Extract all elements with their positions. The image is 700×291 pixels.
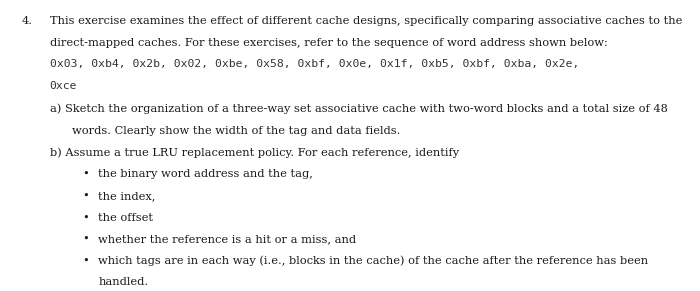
Text: the index,: the index, xyxy=(98,191,155,201)
Text: •: • xyxy=(83,234,90,244)
Text: a) Sketch the organization of a three-way set associative cache with two-word bl: a) Sketch the organization of a three-wa… xyxy=(50,104,667,114)
Text: •: • xyxy=(83,256,90,266)
Text: whether the reference is a hit or a miss, and: whether the reference is a hit or a miss… xyxy=(98,234,356,244)
Text: b) Assume a true LRU replacement policy. For each reference, identify: b) Assume a true LRU replacement policy.… xyxy=(50,148,459,158)
Text: 0xce: 0xce xyxy=(50,81,77,91)
Text: the binary word address and the tag,: the binary word address and the tag, xyxy=(98,169,313,179)
Text: This exercise examines the effect of different cache designs, specifically compa: This exercise examines the effect of dif… xyxy=(50,16,682,26)
Text: words. Clearly show the width of the tag and data fields.: words. Clearly show the width of the tag… xyxy=(72,125,400,136)
Text: •: • xyxy=(83,212,90,223)
Text: 0x03, 0xb4, 0x2b, 0x02, 0xbe, 0x58, 0xbf, 0x0e, 0x1f, 0xb5, 0xbf, 0xba, 0x2e,: 0x03, 0xb4, 0x2b, 0x02, 0xbe, 0x58, 0xbf… xyxy=(50,59,579,69)
Text: direct-mapped caches. For these exercises, refer to the sequence of word address: direct-mapped caches. For these exercise… xyxy=(50,38,608,48)
Text: •: • xyxy=(83,169,90,179)
Text: handled.: handled. xyxy=(98,277,148,287)
Text: •: • xyxy=(83,191,90,201)
Text: the offset: the offset xyxy=(98,212,153,223)
Text: 4.: 4. xyxy=(22,16,33,26)
Text: which tags are in each way (i.e., blocks in the cache) of the cache after the re: which tags are in each way (i.e., blocks… xyxy=(98,256,648,267)
